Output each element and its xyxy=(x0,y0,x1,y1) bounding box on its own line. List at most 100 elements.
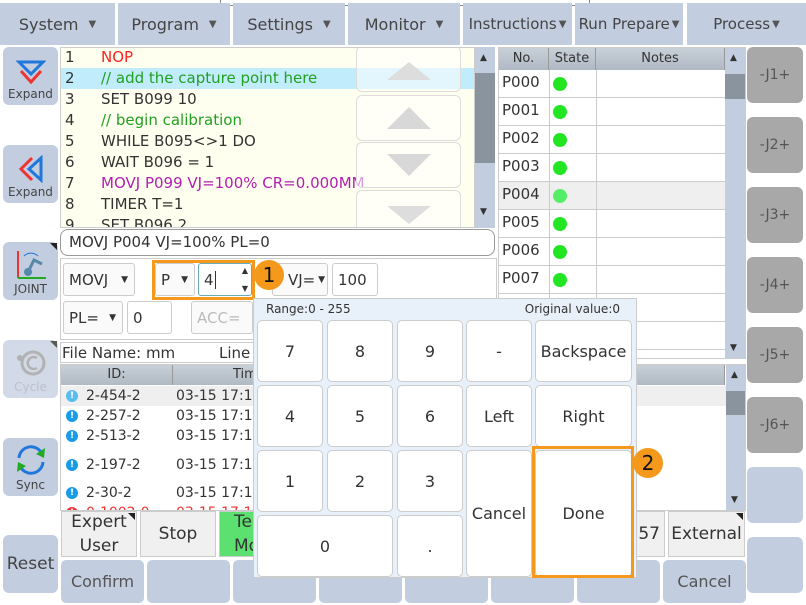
menu-run-prepare[interactable]: Run Prepare ▼ xyxy=(575,3,683,45)
joint-button[interactable]: JOINT xyxy=(3,242,58,300)
scroll-up-button[interactable] xyxy=(356,95,461,141)
jog-j5-button[interactable]: -J5+ xyxy=(747,327,803,383)
code-line[interactable]: 3 SET B099 10 xyxy=(61,89,474,110)
scroll-down-arrow-icon[interactable]: ▼ xyxy=(480,207,487,217)
menu-settings[interactable]: Settings ▼ xyxy=(233,3,345,45)
menu-monitor[interactable]: Monitor ▼ xyxy=(348,3,460,45)
scroll-up-arrow-icon[interactable]: ▲ xyxy=(480,53,487,63)
jog-j1-button[interactable]: -J1+ xyxy=(747,47,803,103)
code-line[interactable]: 1 NOP xyxy=(61,48,474,68)
point-number: P001 xyxy=(502,101,540,119)
menu-process[interactable]: Process ▼ xyxy=(687,3,806,45)
code-line[interactable]: 6 WAIT B096 = 1 xyxy=(61,152,474,173)
point-row[interactable]: P006 xyxy=(499,238,725,266)
expand-left-button[interactable]: Expand xyxy=(3,145,58,203)
log-row[interactable]: ! 2-30-2 03-15 17:1 xyxy=(61,483,726,503)
page-down-button[interactable] xyxy=(356,190,461,227)
key-right[interactable]: Right xyxy=(535,385,632,447)
program-editor[interactable]: 9 SET B096 2 8 TIMER T=1 7 MOVJ P099 VJ=100% … xyxy=(60,47,475,228)
scroll-thumb[interactable] xyxy=(726,391,745,415)
stop-button[interactable]: Stop xyxy=(140,511,216,557)
code-line[interactable]: 5 WHILE B095<>1 DO xyxy=(61,131,474,152)
key-0[interactable]: 0 xyxy=(257,515,393,577)
points-scrollbar[interactable]: ▲ ▼ xyxy=(725,48,745,358)
spin-down-icon[interactable]: ▼ xyxy=(241,284,248,293)
pl-input[interactable]: 0 xyxy=(127,301,172,334)
point-row[interactable]: P007 xyxy=(499,266,725,294)
acc-select[interactable]: ACC= xyxy=(191,301,253,334)
scroll-down-arrow-icon[interactable]: ▼ xyxy=(731,495,738,505)
confirm-button[interactable]: Confirm xyxy=(61,560,144,603)
jog-blank-button[interactable] xyxy=(747,467,803,523)
point-number: P005 xyxy=(502,213,540,231)
point-row[interactable]: P005 xyxy=(499,210,725,238)
key-done[interactable]: Done xyxy=(535,450,632,577)
variable-type-value: P xyxy=(161,270,171,289)
key-backspace[interactable]: Backspace xyxy=(535,320,632,382)
point-row[interactable]: P001 xyxy=(499,98,725,126)
pl-select[interactable]: PL= ▼ xyxy=(63,301,123,334)
expand-down-button[interactable]: Expand xyxy=(3,47,58,105)
log-row[interactable]: ! 2-513-2 03-15 17:1 xyxy=(61,426,726,446)
key-4[interactable]: 4 xyxy=(257,385,323,447)
jog-j6-button[interactable]: -J6+ xyxy=(747,397,803,453)
page-up-button[interactable] xyxy=(356,48,461,92)
jog-blank-button[interactable] xyxy=(747,537,803,593)
menu-system[interactable]: System ▼ xyxy=(0,3,115,45)
key-minus[interactable]: - xyxy=(466,320,532,382)
jog-j3-button[interactable]: -J3+ xyxy=(747,187,803,243)
scroll-up-arrow-icon[interactable]: ▲ xyxy=(731,370,738,380)
code-line[interactable]: 7 MOVJ P099 VJ=100% CR=0.000MM xyxy=(61,173,474,194)
user-level-button[interactable]: Expert User xyxy=(61,511,137,557)
external-button[interactable]: External xyxy=(668,511,745,557)
key-dot[interactable]: . xyxy=(397,515,463,577)
key-5[interactable]: 5 xyxy=(327,385,393,447)
point-row[interactable]: P000 xyxy=(499,70,725,98)
variable-index-value: 4 xyxy=(204,270,214,289)
key-8[interactable]: 8 xyxy=(327,320,393,382)
scroll-thumb[interactable] xyxy=(725,74,745,99)
corner-indicator xyxy=(50,243,57,250)
jog-j2-button[interactable]: -J2+ xyxy=(747,117,803,173)
menu-instructions[interactable]: Instructions ▼ xyxy=(463,3,572,45)
key-6[interactable]: 6 xyxy=(397,385,463,447)
point-row[interactable]: P003 xyxy=(499,154,725,182)
cancel-button[interactable]: Cancel xyxy=(663,560,746,603)
code-line[interactable]: 9 SET B096 2 xyxy=(61,215,474,227)
scroll-down-arrow-icon[interactable]: ▼ xyxy=(730,343,737,353)
scroll-down-button[interactable] xyxy=(356,142,461,188)
info-icon: ! xyxy=(66,459,78,471)
variable-type-select[interactable]: P ▼ xyxy=(155,263,195,296)
point-row[interactable]: P002 xyxy=(499,126,725,154)
spin-up-icon[interactable]: ▲ xyxy=(241,266,248,275)
scroll-up-arrow-icon[interactable]: ▲ xyxy=(730,53,737,63)
key-cancel[interactable]: Cancel xyxy=(466,450,532,577)
menu-program[interactable]: Program ▼ xyxy=(118,3,230,45)
sync-button[interactable]: Sync xyxy=(3,438,58,496)
key-3[interactable]: 3 xyxy=(397,450,463,512)
bottom-blank-button[interactable] xyxy=(147,560,230,603)
log-row[interactable]: ! 2-197-2 03-15 17:1 xyxy=(61,455,726,475)
log-row[interactable]: ! 0-1002-0 03-15 17:1 xyxy=(61,503,726,510)
scroll-thumb[interactable] xyxy=(475,73,495,163)
cycle-button[interactable]: Cycle xyxy=(3,340,58,398)
log-row[interactable]: ! 2-257-2 03-15 17:1 xyxy=(61,406,726,426)
reset-button[interactable]: Reset xyxy=(3,535,58,593)
points-table: P007 P006 P005 P004 P003 P002 P001 P000 No. Sta… xyxy=(498,47,746,359)
log-scrollbar[interactable]: ▲ ▼ xyxy=(726,365,745,510)
key-2[interactable]: 2 xyxy=(327,450,393,512)
command-select[interactable]: MOVJ ▼ xyxy=(63,263,135,296)
key-7[interactable]: 7 xyxy=(257,320,323,382)
log-id: 2-197-2 xyxy=(86,457,141,473)
code-line[interactable]: 4 // begin calibration xyxy=(61,110,474,131)
code-line[interactable]: 8 TIMER T=1 xyxy=(61,194,474,215)
key-1[interactable]: 1 xyxy=(257,450,323,512)
point-row[interactable]: P004 xyxy=(499,182,725,210)
key-9[interactable]: 9 xyxy=(397,320,463,382)
jog-j4-button[interactable]: -J4+ xyxy=(747,257,803,313)
vj-input[interactable]: 100 xyxy=(332,263,378,296)
jog-label: -J4+ xyxy=(759,277,791,293)
editor-scrollbar[interactable]: ▲ ▼ xyxy=(475,47,495,228)
key-left[interactable]: Left xyxy=(466,385,532,447)
variable-index-input[interactable]: 4 ▲ ▼ xyxy=(198,263,252,296)
